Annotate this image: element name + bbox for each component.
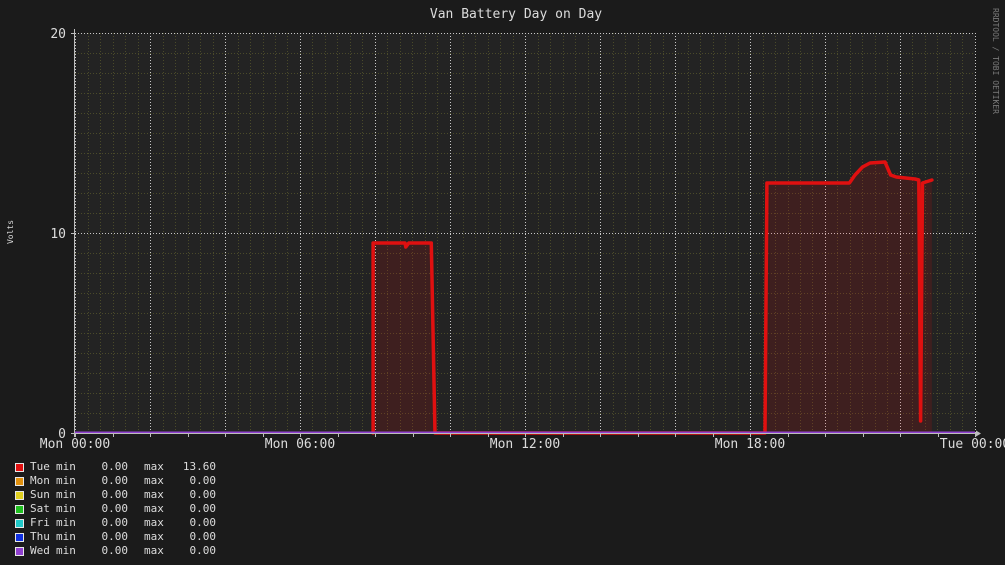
legend-min-value: 0.00 <box>101 488 129 501</box>
legend-series-name: Tue <box>30 460 50 473</box>
x-tick-label: Mon 12:00 <box>490 437 560 452</box>
legend-max-value: 0.00 <box>189 544 217 557</box>
legend-max-value: 0.00 <box>189 516 217 529</box>
legend-max-value: 0.00 <box>189 474 217 487</box>
legend-max-label: max <box>144 544 164 557</box>
legend-swatch <box>15 504 24 514</box>
legend-min-value: 0.00 <box>101 474 129 487</box>
x-tick-label: Mon 18:00 <box>715 437 785 452</box>
legend-max-label: max <box>144 516 164 529</box>
legend-min-label: min <box>56 474 76 487</box>
x-tick-label: Mon 00:00 <box>40 437 110 452</box>
legend-item: Tue min 0.00 max 13.60 <box>15 460 216 474</box>
legend-item: Fri min 0.00 max 0.00 <box>15 516 216 530</box>
y-axis-label: Volts <box>6 220 15 244</box>
series-line-tue <box>371 160 934 435</box>
legend-max-label: max <box>144 530 164 543</box>
legend-min-label: min <box>56 488 76 501</box>
legend-item: Sun min 0.00 max 0.00 <box>15 488 216 502</box>
legend-min-label: min <box>56 502 76 515</box>
watermark: RRDTOOL / TOBI OETIKER <box>991 8 1000 114</box>
legend-min-value: 0.00 <box>101 460 129 473</box>
legend-swatch <box>15 518 24 528</box>
legend-min-label: min <box>56 460 76 473</box>
legend-swatch <box>15 490 24 500</box>
legend-swatch <box>15 546 24 556</box>
legend-item: Thu min 0.00 max 0.00 <box>15 530 216 544</box>
chart-title: Van Battery Day on Day <box>430 7 602 22</box>
legend-item: Wed min 0.00 max 0.00 <box>15 544 216 558</box>
legend-min-label: min <box>56 516 76 529</box>
legend-min-label: min <box>56 530 76 543</box>
grid <box>75 33 976 434</box>
legend-series-name: Wed <box>30 544 50 557</box>
legend-max-value: 0.00 <box>189 530 217 543</box>
legend-series-name: Sat <box>30 502 50 515</box>
y-tick-label: 0 <box>58 427 66 442</box>
legend-max-label: max <box>144 460 164 473</box>
legend-item: Sat min 0.00 max 0.00 <box>15 502 216 516</box>
y-tick-label: 20 <box>50 27 66 42</box>
legend-swatch <box>15 462 24 472</box>
legend-item: Mon min 0.00 max 0.00 <box>15 474 216 488</box>
legend-series-name: Sun <box>30 488 50 501</box>
legend-max-value: 13.60 <box>182 460 216 473</box>
legend-min-value: 0.00 <box>101 530 129 543</box>
legend-min-value: 0.00 <box>101 544 129 557</box>
legend-max-label: max <box>144 502 164 515</box>
legend-max-value: 0.00 <box>189 502 217 515</box>
legend-swatch <box>15 476 24 486</box>
legend-min-value: 0.00 <box>101 502 129 515</box>
x-axis-arrow <box>976 430 981 437</box>
legend: Tue min 0.00 max 13.60 Mon min 0.00 max 0.00 Sun mi… <box>15 460 216 558</box>
x-tick-label: Tue 00:00 <box>940 437 1005 452</box>
legend-swatch <box>15 532 24 542</box>
legend-min-label: min <box>56 544 76 557</box>
legend-max-value: 0.00 <box>189 488 217 501</box>
x-tick-label: Mon 06:00 <box>265 437 335 452</box>
legend-max-label: max <box>144 488 164 501</box>
series-layer <box>75 160 975 435</box>
axes: Mon 00:00 Mon 06:00 Mon 12:00 Mon 18:00 Tue … <box>40 27 1005 452</box>
legend-max-label: max <box>144 474 164 487</box>
legend-series-name: Thu <box>30 530 50 543</box>
legend-min-value: 0.00 <box>101 516 129 529</box>
series-area-tue <box>373 162 932 433</box>
y-tick-label: 10 <box>50 227 66 242</box>
legend-series-name: Mon <box>30 474 50 487</box>
legend-series-name: Fri <box>30 516 50 529</box>
